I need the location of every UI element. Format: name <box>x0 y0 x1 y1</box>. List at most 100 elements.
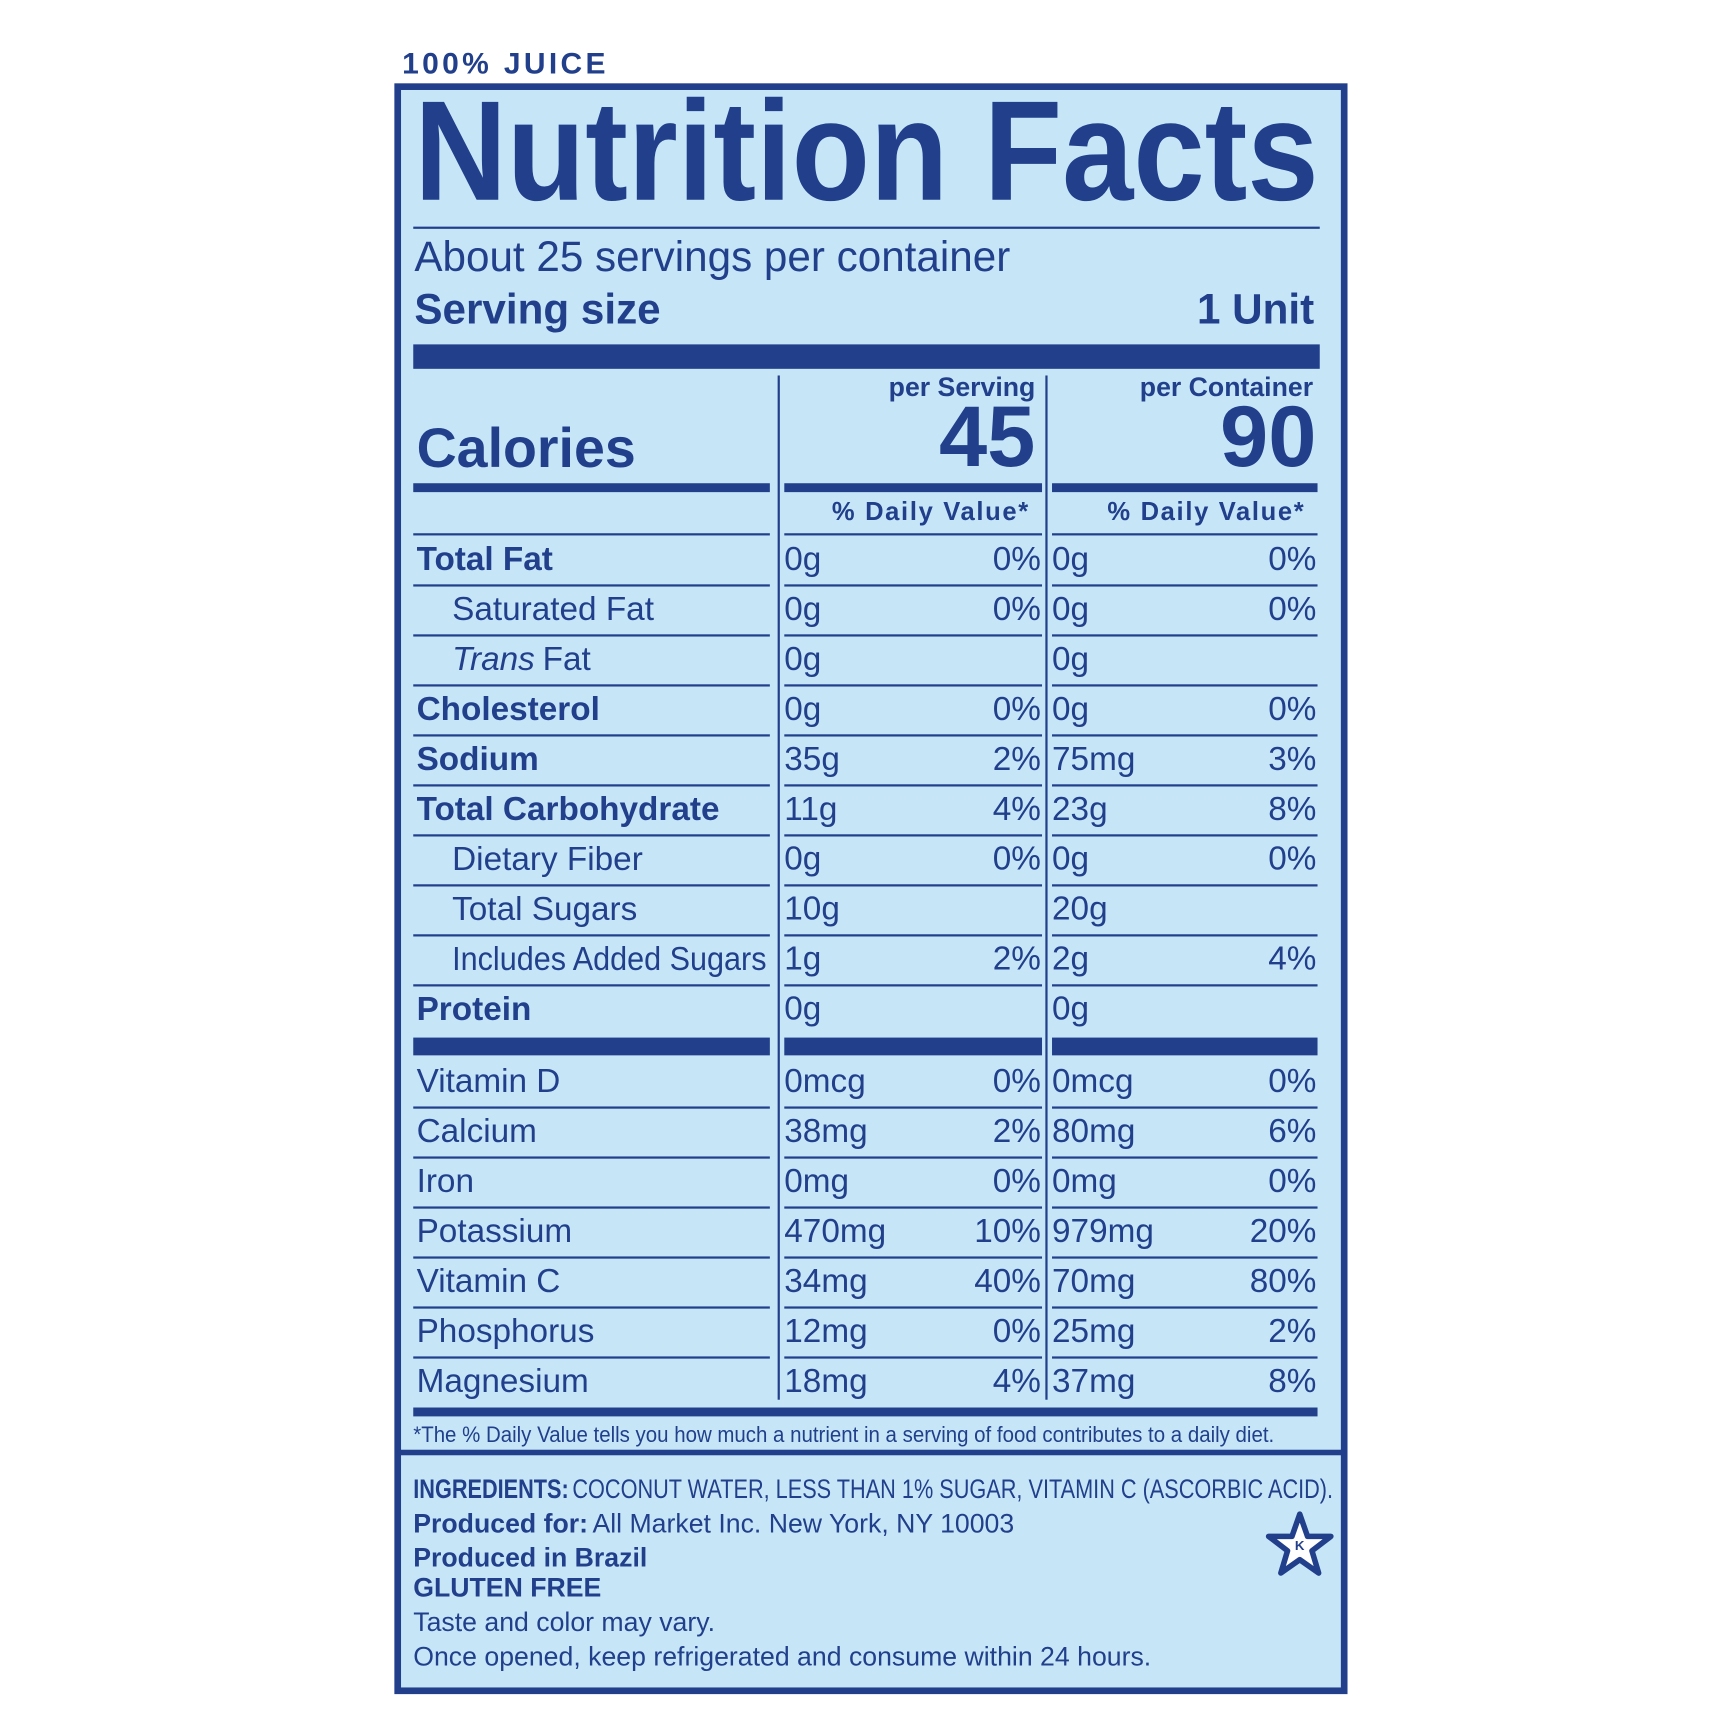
row-rule <box>1052 1106 1318 1109</box>
serving-dv: 0% <box>993 1163 1041 1200</box>
container-amount: 37mg <box>1052 1363 1135 1400</box>
nutrient-name-text: Sodium <box>417 741 539 778</box>
serving-dv: 2% <box>993 1113 1041 1150</box>
nutrient-name-text: Protein <box>417 991 532 1028</box>
row-rule <box>784 1106 1043 1109</box>
row-rule <box>784 934 1043 937</box>
nutrient-name: Protein <box>417 991 532 1028</box>
rule <box>1052 483 1318 493</box>
rule <box>784 483 1043 493</box>
container-amount: 0mg <box>1052 1163 1117 1200</box>
nutrient-name-text: Phosphorus <box>417 1313 595 1350</box>
serving-dv: 0% <box>993 541 1041 578</box>
nutrient-name-italic: Trans <box>452 641 535 678</box>
nutrient-name-text: Magnesium <box>417 1363 589 1400</box>
row-rule <box>784 734 1043 737</box>
nutrient-name-text: Dietary Fiber <box>452 841 643 878</box>
container-dv: 4% <box>1268 941 1316 978</box>
row-rule <box>1052 1206 1318 1209</box>
row-rule <box>784 634 1043 637</box>
dv-header: % Daily Value* <box>832 498 1030 526</box>
footnote: *The % Daily Value tells you how much a … <box>413 1422 1274 1447</box>
row-rule <box>784 1156 1043 1159</box>
info-text: Taste and color may vary. <box>413 1607 715 1637</box>
info-line: Once opened, keep refrigerated and consu… <box>413 1642 1151 1672</box>
info-text: All Market Inc. New York, NY 10003 <box>592 1508 1014 1538</box>
thick-rule <box>1052 1037 1318 1056</box>
row-rule <box>784 1256 1043 1259</box>
nutrient-name: Trans Fat <box>452 641 591 678</box>
serving-amount: 38mg <box>784 1113 867 1150</box>
container-amount: 2g <box>1052 941 1089 978</box>
serving-dv: 0% <box>993 691 1041 728</box>
row-rule <box>1052 984 1318 987</box>
nutrient-name: Iron <box>417 1163 474 1200</box>
row-rule <box>784 884 1043 887</box>
info-line: INGREDIENTS:COCONUT WATER, LESS THAN 1% … <box>413 1474 1333 1504</box>
row-rule <box>413 734 770 737</box>
info-label: Produced in Brazil <box>413 1543 647 1573</box>
nutrient-name-text: Calcium <box>417 1113 537 1150</box>
row-rule <box>1052 1356 1318 1359</box>
servings: About 25 servings per container <box>414 233 1010 280</box>
row-rule <box>413 634 770 637</box>
nutrient-name: Phosphorus <box>417 1313 595 1350</box>
row-rule <box>1052 834 1318 837</box>
nutrient-name: Magnesium <box>417 1363 589 1400</box>
container-dv: 0% <box>1268 541 1316 578</box>
nutrient-name: Vitamin C <box>417 1263 561 1300</box>
column-rule <box>777 375 780 1400</box>
row-rule <box>1052 1306 1318 1309</box>
serving-amount: 0g <box>784 991 821 1028</box>
info-label: INGREDIENTS: <box>413 1474 569 1504</box>
row-rule <box>413 1206 770 1209</box>
row-rule <box>1052 1156 1318 1159</box>
rule <box>413 226 1320 229</box>
nutrient-name-text: Total Sugars <box>452 891 637 928</box>
nutrient-name-text: Iron <box>417 1163 474 1200</box>
row-rule <box>1052 1256 1318 1259</box>
row-rule <box>784 533 1043 536</box>
calories-per-serving: 45 <box>939 389 1035 485</box>
nutrient-name-rest: Fat <box>543 641 592 678</box>
info-label: GLUTEN FREE <box>413 1573 601 1603</box>
per-serving-label: per Serving <box>889 372 1036 402</box>
row-rule <box>413 1156 770 1159</box>
nutrient-name-text: Potassium <box>417 1213 573 1250</box>
serving-amount: 34mg <box>784 1263 867 1300</box>
nutrient-name: Total Sugars <box>452 891 637 928</box>
container-dv: 0% <box>1268 591 1316 628</box>
serving-dv: 4% <box>993 1363 1041 1400</box>
container-amount: 0g <box>1052 691 1089 728</box>
row-rule <box>784 834 1043 837</box>
container-dv: 80% <box>1250 1263 1317 1300</box>
rule <box>413 483 770 493</box>
nutrient-name: Vitamin D <box>417 1063 561 1100</box>
serving-dv: 40% <box>974 1263 1041 1300</box>
nutrient-name: Total Fat <box>417 541 553 578</box>
row-rule <box>784 584 1043 587</box>
thick-rule <box>413 344 1320 369</box>
container-amount: 0g <box>1052 591 1089 628</box>
serving-dv: 0% <box>993 1063 1041 1100</box>
serving-size: 1 Unit <box>1197 285 1314 332</box>
row-rule <box>413 1256 770 1259</box>
serving-amount: 0g <box>784 641 821 678</box>
per-container-label: per Container <box>1140 372 1313 402</box>
row-rule <box>784 684 1043 687</box>
row-rule <box>1052 784 1318 787</box>
nutrient-name: Potassium <box>417 1213 573 1250</box>
nutrient-name-text: Vitamin C <box>417 1263 561 1300</box>
row-rule <box>1052 634 1318 637</box>
serving-dv: 0% <box>993 1313 1041 1350</box>
container-dv: 20% <box>1250 1213 1317 1250</box>
row-rule <box>1052 584 1318 587</box>
serving-dv: 0% <box>993 841 1041 878</box>
juice-tag: 100% JUICE <box>402 47 609 80</box>
container-dv: 0% <box>1268 1163 1316 1200</box>
container-amount: 0g <box>1052 991 1089 1028</box>
nutrient-name-text: Saturated Fat <box>452 591 655 628</box>
serving-dv: 0% <box>993 591 1041 628</box>
